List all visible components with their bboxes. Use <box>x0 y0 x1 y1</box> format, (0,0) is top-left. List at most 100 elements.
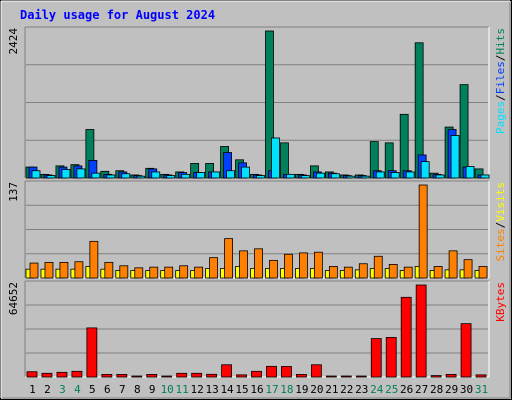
pages-bar <box>405 171 415 179</box>
legend-separator: / <box>494 55 507 62</box>
day-label: 16 <box>250 383 263 396</box>
sites-bar <box>29 262 39 279</box>
sites-bar <box>418 184 428 279</box>
kbytes-bar <box>251 370 262 378</box>
kbytes-bar <box>460 323 472 378</box>
sites-bar <box>478 266 488 279</box>
kbytes-bar <box>26 371 38 378</box>
day-label: 13 <box>205 383 218 396</box>
kbytes-bar <box>71 370 83 378</box>
pages-bar <box>390 172 400 179</box>
kbytes-bar <box>310 364 322 378</box>
day-label: 18 <box>280 383 293 396</box>
kbytes-bar <box>221 364 232 378</box>
kbytes-bar <box>161 375 173 378</box>
kbytes-bar <box>41 372 53 378</box>
kbytes-bar <box>400 296 412 378</box>
sites-bar <box>89 240 99 279</box>
kbytes-bar <box>266 365 277 378</box>
pages-bar <box>435 174 445 179</box>
kbytes-bar <box>385 337 397 378</box>
sites-bar <box>134 267 144 279</box>
day-label: 27 <box>415 383 428 396</box>
kbytes-bar <box>281 366 292 378</box>
visits-panel-legend: Sites/Visits <box>494 182 507 262</box>
day-label: 21 <box>325 383 338 396</box>
sites-bar <box>388 264 398 279</box>
sites-bar <box>44 261 54 279</box>
kbytes-bar <box>325 375 337 378</box>
sites-bar <box>59 261 69 279</box>
sites-bar <box>358 263 368 279</box>
sites-bar <box>254 248 263 279</box>
pages-bar <box>480 174 490 179</box>
day-label: 2 <box>44 383 51 396</box>
day-label: 1 <box>29 383 36 396</box>
pages-bar <box>420 161 430 179</box>
kbytes-bar <box>475 374 487 378</box>
pages-bar <box>450 135 460 179</box>
sites-bar <box>74 261 84 279</box>
day-label: 11 <box>176 383 189 396</box>
pages-bar <box>166 175 176 179</box>
sites-bar <box>224 238 233 279</box>
kbytes-bar <box>355 375 367 378</box>
day-label: 12 <box>191 383 204 396</box>
kbytes-bar <box>191 372 203 378</box>
sites-bar <box>104 261 114 279</box>
day-label: 26 <box>400 383 413 396</box>
sites-bar <box>284 253 293 279</box>
sites-bar <box>448 250 458 279</box>
pages-bar <box>46 175 56 179</box>
day-label: 9 <box>149 383 156 396</box>
day-label: 6 <box>104 383 111 396</box>
kbytes-panel-legend: KBytes <box>494 282 507 322</box>
hits-axis-max-label: 2424 <box>7 28 20 55</box>
sites-bar <box>299 252 308 279</box>
day-label: 8 <box>134 383 141 396</box>
pages-bar <box>241 166 250 179</box>
sites-bar <box>328 266 338 279</box>
sites-bar <box>373 255 383 279</box>
sites-bar <box>343 266 353 279</box>
legend-pages: Pages <box>494 101 507 134</box>
sites-bar <box>239 250 248 279</box>
day-label: 28 <box>430 383 443 396</box>
pages-bar <box>465 166 475 179</box>
legend-files: Files <box>494 61 507 94</box>
hits-bar <box>399 113 409 179</box>
pages-bar <box>345 175 355 179</box>
kbytes-bar <box>146 374 158 378</box>
pages-bar <box>226 170 235 179</box>
visits-axis-max-label: 137 <box>7 182 20 202</box>
kbytes-bar <box>131 375 143 378</box>
pages-bar <box>256 175 265 179</box>
hits-panel-legend: Pages/Files/Hits <box>494 28 507 134</box>
legend-separator: / <box>494 222 507 229</box>
day-label: 23 <box>355 383 368 396</box>
day-label: 4 <box>74 383 81 396</box>
pages-bar <box>271 137 280 179</box>
day-label: 5 <box>89 383 96 396</box>
kbytes-bar <box>56 371 68 378</box>
kbytes-bar <box>206 373 218 378</box>
day-label: 20 <box>310 383 323 396</box>
kbytes-bar <box>86 327 98 378</box>
pages-bar <box>181 173 191 179</box>
pages-bar <box>151 171 161 179</box>
kbytes-bar <box>445 374 457 378</box>
hits-bar <box>459 84 469 179</box>
pages-bar <box>375 171 385 179</box>
kbytes-bar <box>101 374 113 378</box>
day-label: 31 <box>475 383 488 396</box>
pages-bar <box>360 175 370 179</box>
kbytes-bar <box>340 375 352 378</box>
day-label: 25 <box>385 383 398 396</box>
kbytes-bar <box>176 372 188 378</box>
kbytes-bar <box>430 375 442 378</box>
sites-bar <box>313 251 323 279</box>
legend-kbytes: KBytes <box>494 282 507 322</box>
